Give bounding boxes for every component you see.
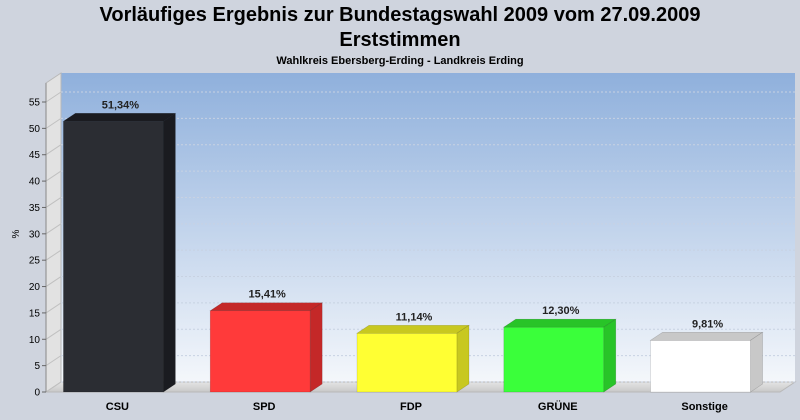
- gridline-side: [45, 328, 62, 340]
- gridline-side: [45, 117, 62, 129]
- y-tick-label: 20: [29, 282, 41, 293]
- y-axis-label: %: [11, 229, 22, 238]
- x-tick-label: GRÜNE: [538, 400, 578, 413]
- gridline-side: [45, 355, 62, 367]
- bar-side: [163, 112, 176, 393]
- gridline-side: [45, 302, 62, 314]
- x-axis: CSU SPD FDP GRÜNE Sonstige: [106, 400, 728, 413]
- bar-front: [503, 326, 605, 393]
- bar-sonstige: [649, 331, 764, 393]
- x-tick-label: FDP: [400, 401, 422, 413]
- chart-title: Vorläufiges Ergebnis zur Bundestagswahl …: [99, 4, 701, 26]
- y-tick-label: 55: [29, 98, 41, 109]
- y-axis: 0 5 10 15 20 25 30 35 40 45 50 55: [29, 83, 47, 399]
- bar-front: [650, 339, 751, 393]
- bar-top: [62, 112, 177, 122]
- x-tick-label: SPD: [253, 401, 276, 413]
- bar-top: [209, 302, 324, 312]
- gridline-side: [45, 276, 62, 287]
- gridline-side: [45, 170, 62, 182]
- x-tick-label: Sonstige: [681, 401, 727, 413]
- y-tick-label: 35: [29, 203, 41, 214]
- bar-front: [209, 310, 311, 393]
- y-tick-label: 50: [29, 124, 41, 135]
- y-tick-label: 0: [34, 388, 40, 399]
- y-tick-label: 10: [29, 335, 41, 346]
- y-tick-label: 30: [29, 229, 41, 240]
- y-tick-label: 5: [34, 361, 40, 372]
- bar-side: [456, 324, 470, 393]
- gridline-side: [45, 381, 62, 393]
- y-tick-label: 25: [29, 256, 41, 267]
- bars: [62, 112, 764, 393]
- gridline-side: [45, 197, 62, 208]
- y-tick-label: 40: [29, 177, 41, 188]
- gridline-side: [45, 144, 62, 156]
- data-label: 11,14%: [396, 311, 433, 323]
- chart-subtitle: Wahlkreis Ebersberg-Erding - Landkreis E…: [276, 55, 524, 67]
- gridline-side: [45, 91, 62, 103]
- bar-top: [502, 318, 617, 328]
- x-tick-label: CSU: [106, 401, 129, 413]
- data-label: 15,41%: [249, 289, 287, 301]
- bar-front: [63, 120, 164, 393]
- bar-top: [356, 324, 470, 334]
- gridline-side: [45, 223, 62, 235]
- bar-side: [750, 331, 763, 393]
- gridlines: [45, 91, 795, 393]
- bar-fdp: [356, 324, 470, 393]
- bar-grüne: [502, 318, 617, 393]
- data-label: 12,30%: [542, 305, 580, 317]
- bar-spd: [209, 302, 324, 393]
- gridline-side: [45, 249, 62, 261]
- data-labels: 51,34% 15,41% 11,14% 12,30% 9,81%: [102, 99, 724, 330]
- data-label: 9,81%: [692, 318, 723, 330]
- bar-front: [356, 332, 458, 393]
- bar-side: [603, 318, 617, 393]
- data-label: 51,34%: [102, 99, 140, 111]
- y-tick-label: 45: [29, 150, 41, 161]
- bar-top: [649, 331, 764, 341]
- chart-title-line2: Erststimmen: [339, 29, 461, 51]
- bar-side: [309, 302, 323, 393]
- bar-csu: [62, 112, 177, 393]
- y-tick-label: 15: [29, 308, 41, 319]
